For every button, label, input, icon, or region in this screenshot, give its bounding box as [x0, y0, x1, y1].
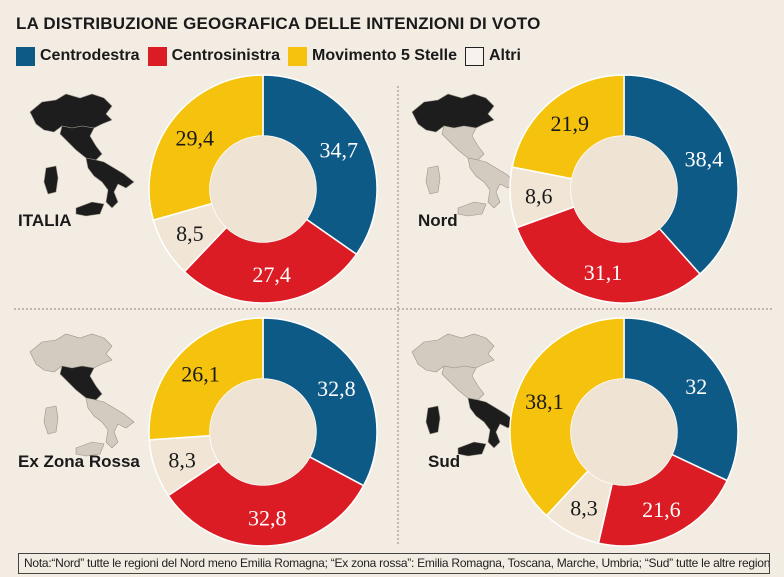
map-island-sardinia: [43, 405, 59, 435]
region-label-ex-zona-rossa: Ex Zona Rossa: [18, 452, 140, 471]
map-island-sicily: [457, 201, 487, 217]
map-sud-icon: [411, 333, 517, 457]
value-label-nord-altri: 8,6: [525, 183, 553, 208]
legend-swatch-altri: [464, 46, 484, 66]
map-zone-north: [29, 333, 113, 373]
value-label-nord-movimento-5-stelle: 21,9: [550, 111, 589, 136]
donut-chart-sud: Sud 32 21,6 8,3 38,1: [411, 317, 739, 547]
map-island-sardinia: [425, 405, 441, 435]
map-island-sicily: [75, 201, 105, 217]
legend-label-centrosinistra: Centrosinistra: [171, 47, 281, 64]
map-island-sicily: [75, 441, 105, 457]
map-island-sicily: [457, 441, 487, 457]
legend-item-centrosinistra: Centrosinistra: [147, 46, 281, 66]
value-label-ex-zona-rossa-centrodestra: 32,8: [317, 376, 356, 401]
map-zone-center: [59, 125, 103, 161]
value-label-italia-centrosinistra: 27,4: [252, 262, 291, 287]
map-zone-north: [29, 93, 113, 133]
value-label-ex-zona-rossa-centrosinistra: 32,8: [248, 505, 287, 530]
map-zone-south: [467, 157, 517, 209]
region-label-nord: Nord: [418, 211, 458, 230]
legend-item-centrodestra: Centrodestra: [16, 46, 140, 66]
donut-hole-sud: [571, 379, 677, 485]
legend-swatch-m5s: [288, 46, 308, 66]
donut-hole-nord: [571, 136, 677, 242]
donut-hole-italia: [210, 136, 316, 242]
slice-sud-centrosinistra: [597, 453, 729, 547]
map-zone-south: [85, 397, 135, 449]
value-label-ex-zona-rossa-movimento-5-stelle: 26,1: [181, 362, 220, 387]
donut-chart-italia: ITALIA 34,7 27,4 8,5 29,4: [18, 74, 378, 304]
donut-chart-ex-zona-rossa: Ex Zona Rossa 32,8 32,8 8,3 26,1: [18, 317, 378, 547]
value-label-nord-centrodestra: 38,4: [685, 147, 724, 172]
footnote: Nota:“Nord” tutte le regioni del Nord me…: [18, 553, 770, 574]
map-nord-icon: [411, 93, 517, 217]
map-zone-center: [441, 365, 485, 401]
legend-label-centrodestra: Centrodestra: [40, 47, 140, 64]
legend-label-altri: Altri: [488, 47, 521, 64]
map-zone-north: [411, 333, 495, 373]
map-zone-south: [85, 157, 135, 209]
donut-hole-ex-zona-rossa: [210, 379, 316, 485]
map-zone-center: [441, 125, 485, 161]
value-label-sud-altri: 8,3: [570, 496, 598, 521]
value-label-ex-zona-rossa-altri: 8,3: [168, 448, 196, 473]
value-label-sud-centrosinistra: 21,6: [642, 497, 681, 522]
map-zone-south: [467, 397, 517, 449]
legend: Centrodestra Centrosinistra Movimento 5 …: [16, 44, 529, 68]
value-label-sud-movimento-5-stelle: 38,1: [525, 389, 564, 414]
legend-label-m5s: Movimento 5 Stelle: [312, 47, 457, 64]
value-label-italia-centrodestra: 34,7: [320, 137, 359, 162]
map-italia-icon: [29, 93, 135, 217]
legend-swatch-centrosinistra: [147, 46, 167, 66]
map-island-sardinia: [43, 165, 59, 195]
value-label-nord-centrosinistra: 31,1: [584, 260, 623, 285]
map-rossa-icon: [29, 333, 135, 457]
donut-chart-nord: Nord 38,4 31,1 8,6 21,9: [411, 74, 739, 304]
page-title: LA DISTRIBUZIONE GEOGRAFICA DELLE INTENZ…: [16, 14, 541, 33]
value-label-sud-centrodestra: 32: [685, 374, 707, 399]
map-zone-north: [411, 93, 495, 133]
map-island-sardinia: [425, 165, 441, 195]
legend-item-altri: Altri: [464, 46, 521, 66]
legend-swatch-centrodestra: [16, 46, 35, 66]
region-label-italia: ITALIA: [18, 211, 72, 230]
map-zone-center: [59, 365, 103, 401]
region-label-sud: Sud: [428, 452, 460, 471]
value-label-italia-altri: 8,5: [176, 221, 204, 246]
value-label-italia-movimento-5-stelle: 29,4: [176, 125, 215, 150]
legend-item-m5s: Movimento 5 Stelle: [288, 46, 457, 66]
